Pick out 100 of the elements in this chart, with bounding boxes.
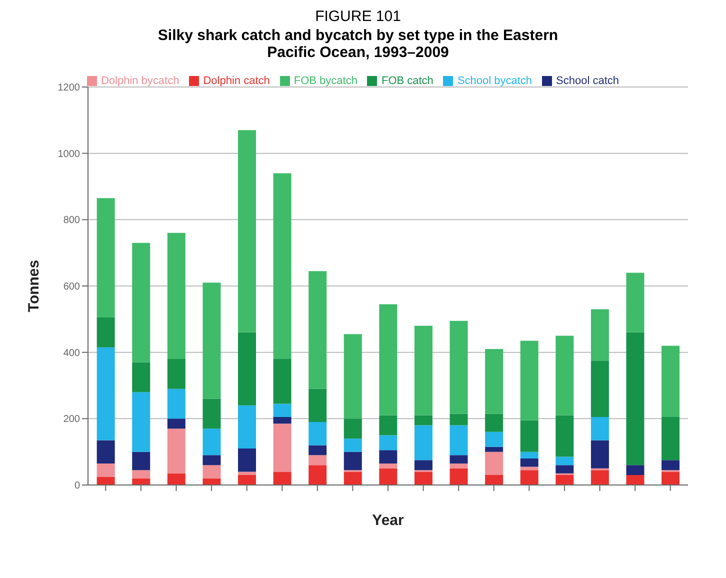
bar (485, 432, 504, 447)
bar (344, 438, 362, 452)
bar (96, 440, 115, 464)
chart-subtitle: FIGURE 101 (314, 8, 402, 25)
bar (308, 388, 327, 422)
bar (485, 446, 504, 452)
bar (308, 445, 327, 456)
bar (344, 418, 362, 439)
bar (167, 418, 186, 429)
y-tick-label: 800 (63, 215, 80, 226)
bar (273, 404, 292, 418)
bar (590, 309, 609, 361)
bar (520, 466, 538, 470)
bar (590, 417, 609, 440)
bar (520, 452, 538, 458)
bar (626, 272, 644, 332)
bar (308, 271, 327, 389)
bar (273, 472, 292, 485)
bar (273, 358, 292, 404)
bar (485, 452, 504, 476)
bar (344, 334, 362, 419)
y-tick-label: 200 (63, 414, 80, 426)
y-tick-label: 1000 (58, 148, 80, 160)
y-tick-label: 400 (63, 348, 80, 359)
bar (414, 425, 432, 460)
bar (273, 417, 292, 424)
chart-title: Silky shark catch and bycatch by set type in the Eastern Pacific Ocean, 1993–2009 (156, 27, 560, 61)
bar (450, 468, 468, 485)
bar (167, 232, 186, 359)
legend-label: Dolphin catch (203, 75, 270, 87)
bar (238, 475, 256, 485)
bar (96, 198, 115, 318)
bar (379, 415, 398, 436)
bar (556, 475, 574, 485)
bar (662, 417, 680, 460)
bar (379, 304, 398, 416)
bar (520, 458, 538, 467)
bar (167, 388, 186, 419)
bar (590, 440, 609, 468)
legend-label: FOB bycatch (294, 75, 358, 87)
bar (626, 465, 644, 476)
bar (308, 465, 327, 485)
bar (202, 282, 221, 399)
bar (344, 472, 362, 485)
bar (96, 318, 115, 348)
bar (167, 428, 186, 474)
bar (626, 475, 644, 485)
bar (556, 456, 574, 466)
bar (414, 326, 432, 416)
bar (450, 455, 468, 464)
bar (556, 465, 574, 474)
bar (167, 358, 186, 389)
y-tick-label: 600 (63, 282, 80, 293)
bar (379, 463, 398, 468)
y-tick-label: 1200 (58, 82, 80, 94)
bar (167, 473, 186, 485)
bar (273, 173, 292, 359)
legend-label: School catch (556, 75, 620, 87)
bar (414, 415, 432, 426)
bar (379, 435, 398, 450)
bar (202, 465, 221, 478)
bar (202, 455, 221, 466)
x-axis-title: Year (372, 512, 404, 529)
legend-label: Dolphin bycatch (100, 75, 180, 87)
bar (308, 455, 327, 466)
bar (556, 336, 574, 416)
y-axis-title: Tonnes (25, 260, 42, 312)
y-tick-label: 0 (74, 480, 80, 492)
bar (344, 452, 362, 470)
bar (96, 463, 115, 477)
bar (450, 414, 468, 426)
bar (96, 347, 115, 440)
bar (202, 398, 221, 429)
bar (450, 320, 468, 414)
bar (202, 478, 221, 485)
bar (485, 475, 504, 485)
bar (132, 478, 150, 485)
bar (238, 448, 256, 472)
bar (414, 472, 432, 485)
bar (308, 422, 327, 446)
bar (662, 346, 680, 418)
bar (485, 349, 504, 414)
bar (96, 476, 115, 485)
bar (414, 460, 432, 470)
bar (238, 405, 256, 449)
bar (626, 332, 644, 466)
bar (238, 472, 256, 476)
bar (485, 414, 504, 432)
bar (132, 362, 150, 392)
bar (520, 420, 538, 452)
legend-label: FOB catch (381, 75, 434, 87)
bar (132, 452, 150, 470)
bar (379, 468, 398, 485)
bar (450, 425, 468, 456)
bar (590, 360, 609, 418)
bar (556, 415, 574, 457)
bar (238, 332, 256, 406)
bar (132, 242, 150, 362)
bar (520, 470, 538, 485)
bar (379, 450, 398, 464)
